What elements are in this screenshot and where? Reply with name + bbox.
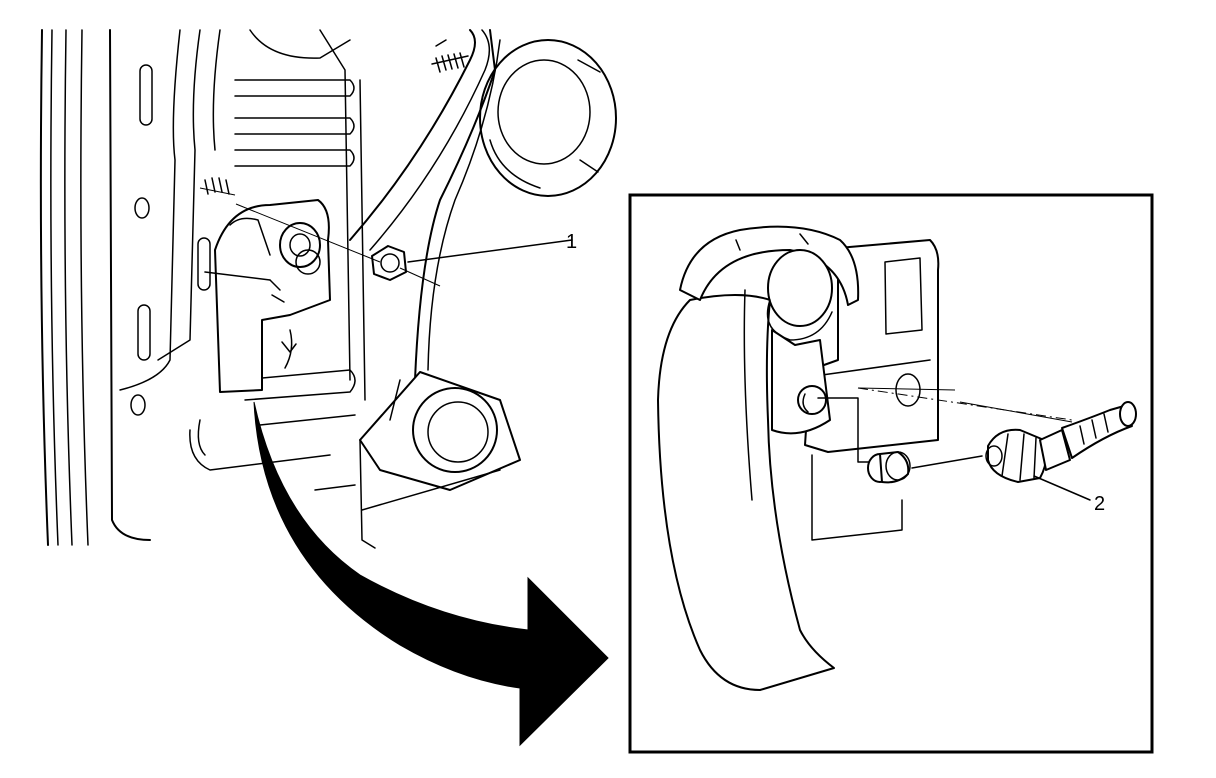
pivot-roller (766, 249, 833, 435)
zoom-arrow (253, 401, 609, 747)
slot-hole (139, 64, 153, 126)
stud (431, 39, 469, 73)
check-arm (657, 225, 860, 691)
nut (235, 203, 441, 287)
callout-label-1: 1 (566, 231, 577, 253)
lower-bracket (359, 371, 521, 549)
door-check-link (199, 177, 331, 393)
leader-line-2 (1033, 475, 1091, 501)
slot-hole (197, 237, 211, 291)
detail-inset: 2 (628, 193, 1154, 754)
round-hole (134, 197, 150, 219)
leader-line-1 (407, 239, 573, 263)
callout-label-2: 2 (1094, 493, 1105, 515)
door-pillar-overview: 1 (39, 29, 617, 549)
connector (985, 401, 1137, 483)
sensor-cap (817, 397, 983, 484)
access-hole (479, 39, 617, 197)
slot-hole (137, 304, 151, 361)
round-hole (130, 394, 146, 416)
